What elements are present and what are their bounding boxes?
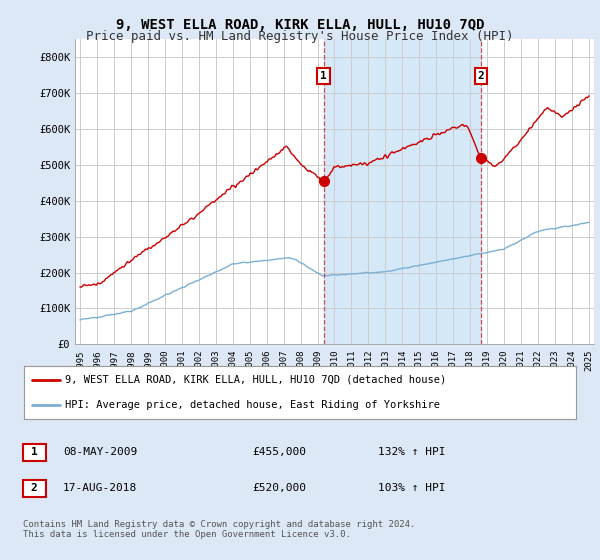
Bar	[323, 39, 481, 344]
Text: Contains HM Land Registry data © Crown copyright and database right 2024.
This d: Contains HM Land Registry data © Crown c…	[23, 520, 415, 539]
Text: 2: 2	[478, 71, 484, 81]
Text: 2: 2	[31, 483, 38, 493]
Text: 17-AUG-2018: 17-AUG-2018	[63, 483, 137, 493]
Text: 132% ↑ HPI: 132% ↑ HPI	[378, 447, 445, 458]
Text: £455,000: £455,000	[252, 447, 306, 458]
Text: £520,000: £520,000	[252, 483, 306, 493]
Text: 9, WEST ELLA ROAD, KIRK ELLA, HULL, HU10 7QD (detached house): 9, WEST ELLA ROAD, KIRK ELLA, HULL, HU10…	[65, 375, 446, 385]
Text: HPI: Average price, detached house, East Riding of Yorkshire: HPI: Average price, detached house, East…	[65, 400, 440, 410]
Text: 1: 1	[31, 447, 38, 458]
Text: 1: 1	[320, 71, 327, 81]
Text: 9, WEST ELLA ROAD, KIRK ELLA, HULL, HU10 7QD: 9, WEST ELLA ROAD, KIRK ELLA, HULL, HU10…	[116, 18, 484, 32]
Text: 08-MAY-2009: 08-MAY-2009	[63, 447, 137, 458]
Text: Price paid vs. HM Land Registry's House Price Index (HPI): Price paid vs. HM Land Registry's House …	[86, 30, 514, 43]
Text: 103% ↑ HPI: 103% ↑ HPI	[378, 483, 445, 493]
